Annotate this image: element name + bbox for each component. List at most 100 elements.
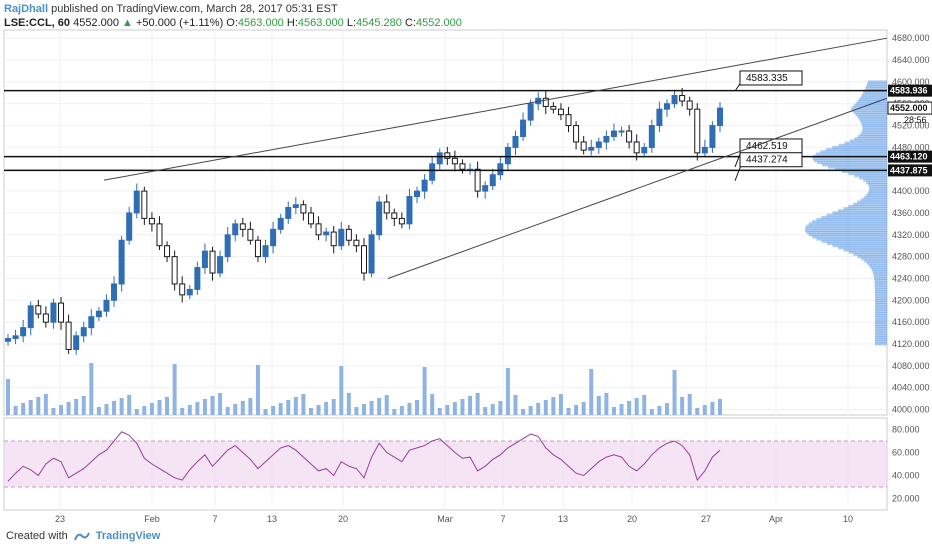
candle-body (694, 108, 701, 154)
candle-body (194, 267, 201, 290)
change-value: +50.000 (+1.11%) (135, 17, 224, 29)
candle-body (459, 163, 466, 170)
volume-bar (225, 407, 230, 415)
volume-profile-bar (874, 331, 887, 335)
candle-body (626, 130, 633, 143)
candle-body (406, 196, 413, 225)
volume-profile-bar (841, 169, 887, 173)
tradingview-brand[interactable]: TradingView (95, 530, 161, 542)
volume-bar (293, 397, 298, 415)
candle-body (686, 100, 693, 110)
volume-profile-bar (805, 226, 887, 230)
volume-bar (596, 396, 601, 415)
volume-bar (6, 379, 10, 415)
candle-body (398, 217, 405, 225)
time-tick-label: Mar (437, 514, 453, 524)
candle-body (573, 125, 580, 143)
volume-bar (308, 408, 313, 415)
volume-bar (437, 408, 442, 415)
volume-bar (354, 407, 359, 415)
low-label: L: (346, 17, 357, 29)
volume-profile-bar (851, 108, 887, 112)
volume-profile-bar (874, 320, 887, 324)
price-chart[interactable]: 4680.0004640.0004600.0004560.0004520.000… (0, 0, 932, 528)
volume-bar (702, 405, 707, 415)
volume-bar (346, 393, 351, 415)
volume-profile-bar (861, 130, 887, 134)
volume-bar (195, 402, 200, 415)
volume-bar (51, 408, 56, 415)
volume-profile-bar (832, 145, 887, 149)
author-link[interactable]: RajDhall (4, 3, 49, 15)
volume-profile-bar (874, 322, 887, 326)
candle-body (5, 338, 11, 342)
candle-body (35, 305, 42, 315)
volume-profile-bar (860, 198, 887, 202)
volume-bar (452, 402, 457, 415)
candle-body (330, 231, 337, 247)
price-tick-label: 4160.000 (892, 317, 930, 327)
volume-profile-bar (813, 159, 887, 163)
candle-body (527, 103, 534, 121)
price-tick-label: 4600.000 (892, 77, 930, 87)
volume-bar (581, 402, 586, 415)
volume-bar (149, 403, 154, 415)
volume-bar (210, 396, 215, 415)
volume-bar (157, 400, 162, 415)
volume-profile-bar (853, 252, 887, 256)
candle-body (633, 141, 640, 154)
volume-profile-bar (860, 119, 887, 123)
candle-body (618, 130, 625, 133)
volume-bar (66, 402, 71, 415)
volume-profile-bar (844, 141, 887, 145)
volume-bar (634, 398, 639, 415)
volume-profile-bar (874, 305, 887, 309)
volume-bar (718, 399, 722, 415)
price-callout-box (739, 152, 803, 168)
volume-bar (687, 394, 692, 415)
volume-profile-bar (866, 261, 887, 265)
rsi-tick-label: 20.000 (892, 494, 920, 504)
volume-bar (96, 407, 101, 415)
volume-bar (142, 406, 147, 415)
volume-profile-bar (862, 124, 887, 128)
volume-profile-bar (820, 150, 887, 154)
volume-profile-bar (861, 257, 887, 261)
volume-bar (513, 395, 518, 415)
volume-profile-bar (857, 255, 887, 259)
candle-body (542, 97, 549, 107)
volume-bar (649, 409, 654, 415)
trendline[interactable] (387, 97, 888, 279)
volume-bar (324, 402, 329, 415)
candle-body (164, 245, 171, 258)
candle-body (489, 174, 496, 187)
trendline[interactable] (103, 37, 888, 181)
rsi-tick-label: 60.000 (892, 448, 920, 458)
time-tick-label: 27 (701, 514, 711, 524)
symbol-label[interactable]: LSE:CCL, 60 (4, 17, 71, 29)
open-value: 4563.000 (237, 17, 284, 29)
candle-body (421, 179, 428, 192)
candle-body (224, 234, 231, 258)
volume-bar (21, 403, 26, 415)
volume-bar (255, 365, 260, 415)
candle-body (383, 201, 390, 214)
price-tick-label: 4360.000 (892, 208, 930, 218)
time-tick-label: 20 (338, 514, 348, 524)
last-price-label: 4552.000 (890, 103, 928, 113)
candle-body (701, 146, 708, 154)
volume-profile-bar (826, 242, 887, 246)
volume-bar (475, 393, 480, 415)
chart-header: RajDhall published on TradingView.com, M… (4, 2, 462, 30)
volume-profile-bar (874, 292, 887, 296)
volume-bar (119, 398, 124, 415)
candle-body (80, 327, 87, 337)
volume-bar (13, 406, 18, 415)
volume-profile-bar (860, 132, 887, 136)
candle-body (512, 135, 519, 148)
level-price-badge (888, 150, 932, 163)
candle-body (118, 239, 125, 285)
volume-profile-bar (837, 209, 887, 213)
candle-body (557, 108, 564, 116)
volume-bar (392, 409, 397, 415)
